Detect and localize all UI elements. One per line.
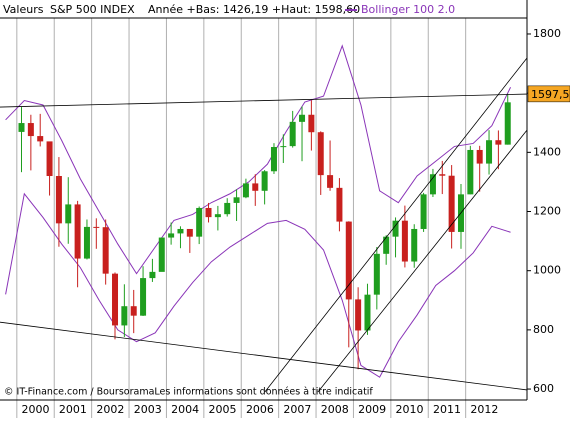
candle-body bbox=[327, 175, 334, 188]
candle-body bbox=[37, 136, 44, 142]
candle-body bbox=[224, 202, 231, 215]
candle-body bbox=[467, 149, 474, 195]
candle-body bbox=[486, 140, 493, 164]
candle-body bbox=[196, 207, 203, 237]
x-tick-label: 2006 bbox=[246, 403, 274, 416]
candle-body bbox=[112, 273, 119, 326]
candle-body bbox=[364, 294, 371, 331]
plot bbox=[0, 44, 527, 393]
y-tick-label: 800 bbox=[533, 323, 554, 336]
candle-body bbox=[476, 149, 483, 164]
x-tick-label: 2005 bbox=[209, 403, 237, 416]
x-tick-label: 2001 bbox=[59, 403, 87, 416]
candle-body bbox=[140, 278, 147, 316]
candle-body bbox=[252, 183, 259, 191]
x-tick-label: 2011 bbox=[433, 403, 461, 416]
candle-body bbox=[121, 306, 128, 326]
y-tick-label: 1400 bbox=[533, 145, 561, 158]
grid bbox=[16, 18, 467, 418]
trendline bbox=[0, 93, 527, 108]
x-tick-label: 2009 bbox=[358, 403, 386, 416]
candle-body bbox=[383, 236, 390, 254]
candle-body bbox=[392, 220, 399, 237]
x-tick-label: 2012 bbox=[470, 403, 498, 416]
chart-label: Valeurs bbox=[3, 3, 44, 16]
x-tick-label: 2008 bbox=[321, 403, 349, 416]
candle-body bbox=[83, 226, 90, 259]
chart-title: S&P 500 INDEX bbox=[50, 3, 135, 16]
bollinger-lower bbox=[5, 192, 511, 378]
candle-body bbox=[420, 194, 427, 229]
candle-body bbox=[299, 114, 306, 122]
candle-body bbox=[149, 271, 156, 279]
candle-body bbox=[270, 147, 277, 172]
candle-body bbox=[65, 204, 72, 224]
candle-body bbox=[373, 253, 380, 295]
candle-body bbox=[74, 204, 81, 259]
candle-body bbox=[504, 102, 511, 145]
candle-body bbox=[261, 171, 268, 191]
candle-body bbox=[186, 228, 193, 237]
candle-body bbox=[355, 299, 362, 331]
y-tick-label: 1000 bbox=[533, 264, 561, 277]
y-tick-label: 1800 bbox=[533, 27, 561, 40]
candle-body bbox=[18, 123, 25, 132]
candle-body bbox=[55, 176, 62, 224]
candle-body bbox=[308, 114, 315, 133]
trendline bbox=[264, 57, 527, 393]
candle-body bbox=[280, 146, 287, 148]
candle-body bbox=[102, 227, 109, 274]
candle-body bbox=[495, 140, 502, 145]
y-tick-label: 600 bbox=[533, 382, 554, 395]
candle-body bbox=[158, 237, 165, 272]
x-tick-label: 2000 bbox=[22, 403, 50, 416]
last-price-box bbox=[527, 85, 570, 103]
source-text: © IT-Finance.com / BoursoramaLes informa… bbox=[4, 387, 373, 398]
candle-body bbox=[205, 207, 212, 218]
trendline bbox=[0, 321, 527, 391]
candle-body bbox=[168, 233, 175, 238]
y-tick-label: 1200 bbox=[533, 205, 561, 218]
axes: 2000 2001 2002 2003 2004 2005 2006 2007 2008 2009… bbox=[22, 27, 570, 416]
bollinger-upper bbox=[5, 44, 511, 275]
x-tick-label: 2007 bbox=[283, 403, 311, 416]
candle-body bbox=[336, 187, 343, 222]
last-price-label: 1597,59 bbox=[531, 88, 570, 101]
candle-body bbox=[401, 220, 408, 262]
x-tick-label: 2010 bbox=[396, 403, 424, 416]
candle-body bbox=[130, 306, 137, 316]
x-tick-label: 2003 bbox=[134, 403, 162, 416]
trendline bbox=[317, 129, 527, 393]
candle-body bbox=[429, 174, 436, 195]
x-tick-label: 2002 bbox=[96, 403, 124, 416]
candle-body bbox=[439, 174, 446, 176]
candle-body bbox=[214, 214, 221, 218]
candle-body bbox=[345, 221, 352, 300]
candle-body bbox=[93, 226, 100, 228]
candle-body bbox=[46, 141, 53, 177]
legend-label: Bollinger 100 2.0 bbox=[361, 3, 455, 16]
candle-body bbox=[233, 197, 240, 203]
candle-body bbox=[289, 121, 296, 147]
candle-body bbox=[242, 183, 249, 198]
candle-body bbox=[411, 228, 418, 262]
x-tick-label: 2004 bbox=[171, 403, 199, 416]
candle-body bbox=[317, 132, 324, 176]
range-text: Année +Bas: 1426,19 +Haut: 1598,60 bbox=[148, 3, 360, 16]
candle-body bbox=[448, 175, 455, 232]
candle-body bbox=[177, 228, 184, 234]
candle-body bbox=[27, 123, 34, 137]
